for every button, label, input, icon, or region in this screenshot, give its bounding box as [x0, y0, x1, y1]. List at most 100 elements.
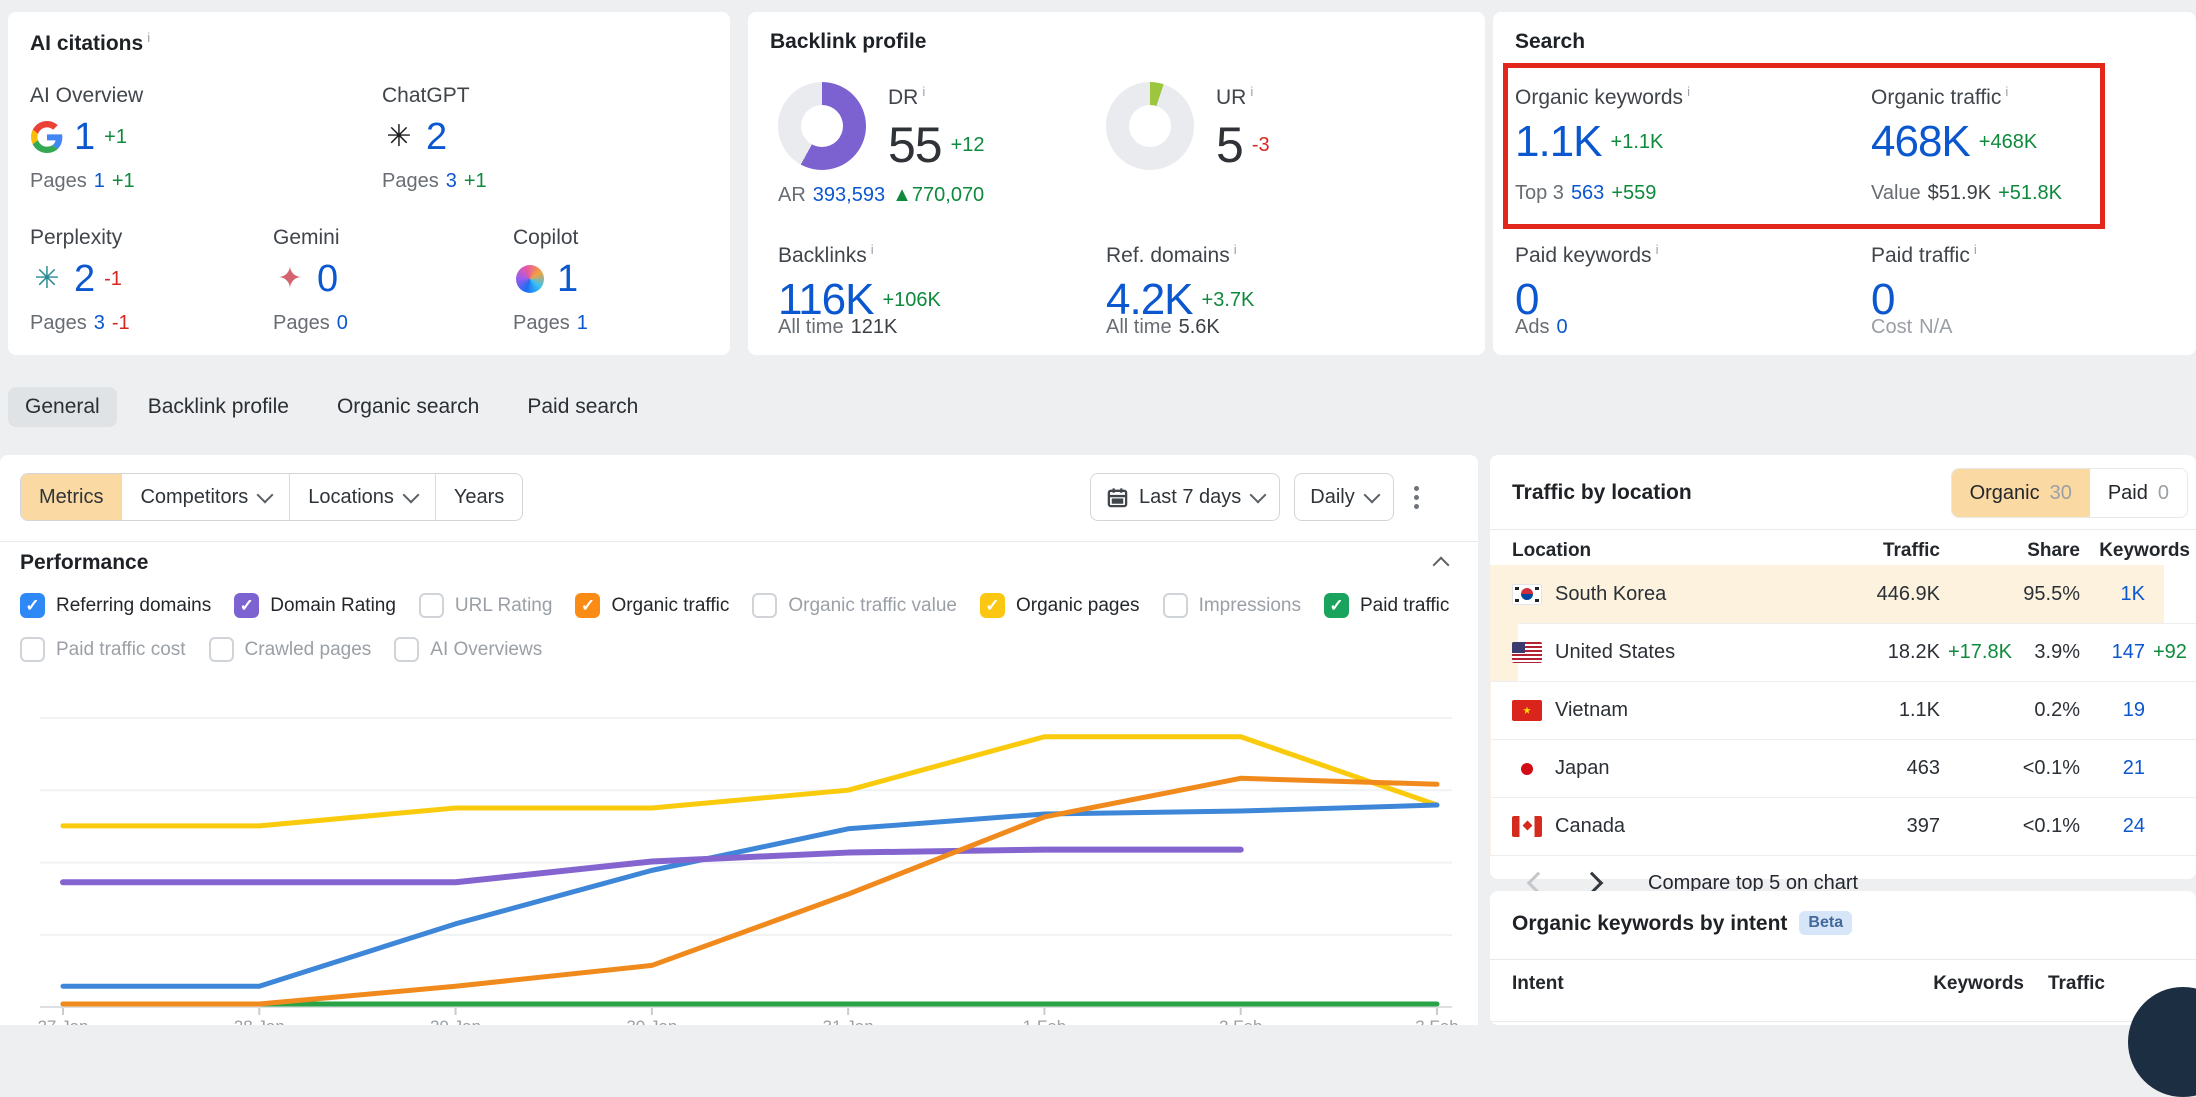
info-icon[interactable]: i: [1656, 242, 1659, 257]
ai-citations-title: AI citationsi: [30, 30, 150, 56]
location-row-south-korea[interactable]: South Korea446.9K95.5%1K: [1490, 565, 2196, 624]
traffic-delta: +17.8K: [1948, 623, 2012, 681]
keywords-link[interactable]: 21: [2123, 739, 2145, 797]
metric-checkbox-label: Domain Rating: [270, 595, 396, 617]
chatgpt-icon: ✳: [382, 120, 416, 154]
ai-overview-delta: +1: [104, 126, 127, 149]
metrics-button[interactable]: Metrics: [21, 474, 121, 520]
metric-checkbox-referring-domains[interactable]: ✓Referring domains: [20, 593, 211, 618]
share-value: 95.5%: [2023, 565, 2080, 623]
share-bar: [1490, 681, 1491, 739]
metric-checkbox-crawled-pages[interactable]: Crawled pages: [209, 637, 372, 662]
divider: [0, 541, 1478, 542]
unchecked-checkbox-icon[interactable]: [209, 637, 234, 662]
ur-block: URi 5-3: [1216, 84, 1270, 170]
organic-toggle-button[interactable]: Organic30: [1952, 469, 2090, 517]
pages-value[interactable]: 1: [94, 170, 105, 192]
metric-checkbox-label: AI Overviews: [430, 639, 542, 661]
column-header-kw[interactable]: Keywords: [1933, 973, 2024, 995]
location-name: Vietnam: [1555, 699, 1628, 722]
metric-checkbox-organic-pages[interactable]: ✓ Organic pages: [980, 593, 1140, 618]
column-header-traffic[interactable]: Traffic: [1883, 540, 1940, 562]
checked-checkbox-icon[interactable]: ✓: [234, 593, 259, 618]
backlink-profile-card: Backlink profile DRi 55+12 AR393,593▲770…: [748, 12, 1485, 355]
keywords-link[interactable]: 147: [2112, 623, 2145, 681]
keywords-link[interactable]: 19: [2123, 681, 2145, 739]
metric-checkbox-label: Organic pages: [1016, 595, 1140, 617]
column-header-intent[interactable]: Intent: [1512, 973, 1564, 995]
dr-value: 55: [888, 120, 942, 170]
location-row-united-states[interactable]: United States18.2K+17.8K3.9%147+92: [1490, 623, 2196, 682]
checked-checkbox-icon[interactable]: ✓: [20, 593, 45, 618]
years-button[interactable]: Years: [435, 474, 522, 520]
location-row-canada[interactable]: Canada397<0.1%24: [1490, 797, 2196, 856]
info-icon[interactable]: i: [1234, 242, 1237, 257]
location-cell: Japan: [1512, 739, 1610, 797]
location-row-vietnam[interactable]: Vietnam1.1K0.2%19: [1490, 681, 2196, 740]
pages-value[interactable]: 0: [337, 312, 348, 334]
unchecked-checkbox-icon[interactable]: [20, 637, 45, 662]
column-header-share[interactable]: Share: [2027, 540, 2080, 562]
tab-backlink-profile[interactable]: Backlink profile: [131, 387, 306, 427]
metric-checkbox-ai-overviews[interactable]: AI Overviews: [394, 637, 542, 662]
pages-label: Pages: [30, 170, 87, 192]
tab-organic-search[interactable]: Organic search: [320, 387, 496, 427]
keywords-link[interactable]: 24: [2123, 797, 2145, 855]
checked-checkbox-icon[interactable]: ✓: [1324, 593, 1349, 618]
metric-checkbox-paid-traffic-cost[interactable]: Paid traffic cost: [20, 637, 186, 662]
metric-checkbox-organic-traffic-value[interactable]: Organic traffic value: [752, 593, 957, 618]
keywords-by-intent-card: Organic keywords by intentBeta Intent Ke…: [1490, 891, 2196, 1025]
cost-line: CostN/A: [1871, 316, 1959, 339]
info-icon[interactable]: i: [147, 30, 150, 45]
x-axis-label: 1 Feb: [1023, 1017, 1066, 1025]
unchecked-checkbox-icon[interactable]: [419, 593, 444, 618]
unchecked-checkbox-icon[interactable]: [394, 637, 419, 662]
unchecked-checkbox-icon[interactable]: [752, 593, 777, 618]
performance-title: Performance: [20, 551, 148, 575]
performance-line-chart[interactable]: 27 Jan28 Jan29 Jan30 Jan31 Jan1 Feb2 Feb…: [0, 660, 1478, 1025]
pages-value[interactable]: 1: [577, 312, 588, 334]
tab-paid-search[interactable]: Paid search: [510, 387, 655, 427]
dr-block: DRi 55+12: [888, 84, 985, 170]
metric-checkbox-url-rating[interactable]: URL Rating: [419, 593, 553, 618]
info-icon[interactable]: i: [871, 242, 874, 257]
pages-value[interactable]: 3: [94, 312, 105, 334]
column-header-keywords[interactable]: Keywords: [2099, 540, 2190, 562]
info-icon[interactable]: i: [1974, 242, 1977, 257]
ads-value[interactable]: 0: [1556, 316, 1567, 338]
traffic-value: 463: [1907, 739, 1940, 797]
gemini-block: Gemini ✦ 0 Pages0: [273, 226, 355, 335]
date-range-button[interactable]: Last 7 days: [1090, 473, 1280, 521]
tab-general[interactable]: General: [8, 387, 117, 427]
paid-toggle-button[interactable]: Paid0: [2090, 469, 2187, 517]
metric-checkbox-row-2: Paid traffic cost Crawled pages AI Overvie…: [20, 637, 542, 662]
metric-checkbox-domain-rating[interactable]: ✓ Domain Rating: [234, 593, 396, 618]
checked-checkbox-icon[interactable]: ✓: [980, 593, 1005, 618]
competitors-button[interactable]: Competitors: [121, 474, 289, 520]
collapse-performance-icon[interactable]: [1433, 557, 1450, 574]
more-options-button[interactable]: [1408, 480, 1425, 515]
keywords-link[interactable]: 1K: [2121, 565, 2145, 623]
pages-value[interactable]: 3: [446, 170, 457, 192]
metric-checkbox-organic-traffic[interactable]: ✓Organic traffic: [575, 593, 729, 618]
checked-checkbox-icon[interactable]: ✓: [575, 593, 600, 618]
metric-checkbox-impressions[interactable]: Impressions: [1163, 593, 1301, 618]
column-header-tr[interactable]: Traffic: [2048, 973, 2105, 995]
locations-button[interactable]: Locations: [289, 474, 435, 520]
ar-delta: ▲770,070: [892, 184, 984, 206]
paid-traffic-block: Paid traffici 0: [1871, 242, 1977, 322]
unchecked-checkbox-icon[interactable]: [1163, 593, 1188, 618]
google-g-icon: [30, 120, 64, 154]
info-icon[interactable]: i: [1250, 84, 1253, 99]
column-header-location[interactable]: Location: [1512, 540, 1591, 562]
chart-line-domain-rating: [63, 850, 1241, 883]
paid-traffic-label: Paid traffic: [1871, 244, 1970, 267]
paid-keywords-label: Paid keywords: [1515, 244, 1652, 267]
info-icon[interactable]: i: [922, 84, 925, 99]
location-row-japan[interactable]: Japan463<0.1%21: [1490, 739, 2196, 798]
ar-value[interactable]: 393,593: [813, 184, 885, 206]
metric-checkbox-paid-traffic[interactable]: ✓ Paid traffic: [1324, 593, 1449, 618]
granularity-button[interactable]: Daily: [1294, 473, 1393, 521]
metric-checkbox-label: Paid traffic: [1360, 595, 1449, 617]
keywords-delta: +92: [2153, 623, 2187, 681]
